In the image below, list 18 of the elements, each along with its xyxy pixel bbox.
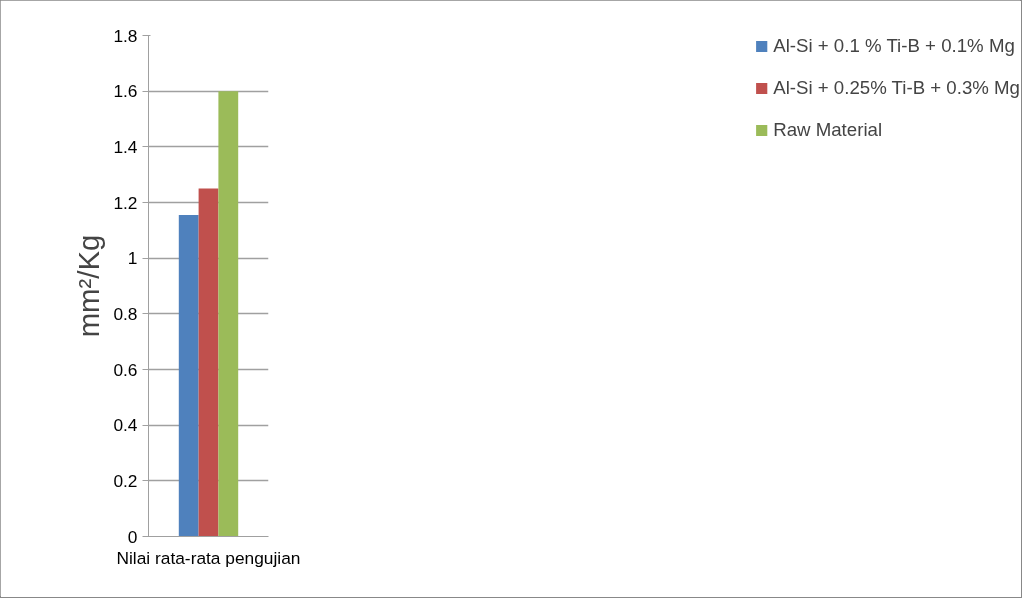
bar (198, 188, 219, 537)
y-tick-label: 0 (127, 526, 138, 547)
legend-label: Al-Si + 0.25% Ti-B + 0.3% Mg (773, 77, 1020, 99)
bar (178, 215, 199, 537)
x-tick-label: Nilai rata-rata pengujian (116, 547, 301, 568)
y-tick-label: 1.6 (113, 81, 138, 102)
legend-label: Al-Si + 0.1 % Ti-B + 0.1% Mg (773, 35, 1015, 57)
y-tick-label: 1.2 (113, 192, 138, 213)
y-tick-label: 1.8 (113, 25, 138, 46)
y-tick-label: 0.8 (113, 303, 138, 324)
y-tick-label: 1.4 (113, 136, 138, 157)
legend-label: Raw Material (773, 119, 883, 141)
y-axis-title: mm²/Kg (72, 234, 106, 338)
y-tick-label: 0.6 (113, 359, 138, 380)
bar (218, 91, 239, 537)
y-tick-label: 0.2 (113, 470, 138, 491)
y-tick-label: 1 (127, 248, 138, 269)
y-tick-label: 0.4 (113, 415, 138, 436)
